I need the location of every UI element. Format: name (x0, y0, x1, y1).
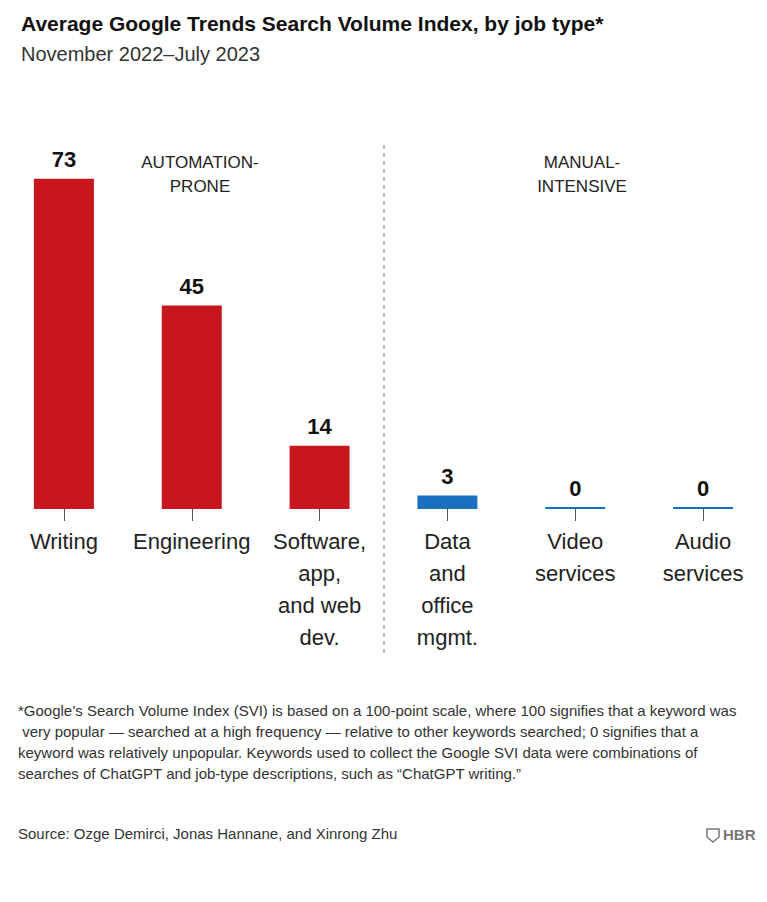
svg-text:office: office (421, 593, 473, 618)
svg-text:73: 73 (52, 147, 76, 172)
svg-text:app,: app, (298, 561, 341, 586)
svg-text:Writing: Writing (30, 529, 98, 554)
svg-text:Engineering: Engineering (133, 529, 250, 554)
svg-text:*Google’s Search Volume Index: *Google’s Search Volume Index (SVI) is b… (18, 702, 736, 719)
svg-text:Software,: Software, (273, 529, 366, 554)
svg-text:keyword was relatively unpopul: keyword was relatively unpopular. Keywor… (18, 744, 702, 761)
svg-text:and web: and web (278, 593, 361, 618)
svg-text:HBR: HBR (723, 826, 756, 843)
svg-text:November 2022–July 2023: November 2022–July 2023 (21, 43, 260, 65)
svg-text:Video: Video (547, 529, 603, 554)
svg-text:mgmt.: mgmt. (417, 625, 478, 650)
svg-text:14: 14 (307, 414, 332, 439)
svg-text:Source: Ozge Demirci, Jonas Ha: Source: Ozge Demirci, Jonas Hannane, and… (18, 825, 397, 842)
svg-text:0: 0 (697, 476, 709, 501)
svg-text:Data: Data (424, 529, 471, 554)
svg-text:3: 3 (441, 464, 453, 489)
svg-text:0: 0 (569, 476, 581, 501)
svg-text:INTENSIVE: INTENSIVE (537, 177, 627, 196)
svg-text:Average Google Trends Search V: Average Google Trends Search Volume Inde… (21, 12, 604, 35)
svg-text:45: 45 (180, 274, 204, 299)
svg-text:dev.: dev. (300, 625, 340, 650)
svg-text:AUTOMATION-: AUTOMATION- (141, 153, 258, 172)
svg-text:very popular — searched at a h: very popular — searched at a high freque… (18, 723, 703, 740)
svg-text:services: services (535, 561, 616, 586)
svg-text:Audio: Audio (675, 529, 731, 554)
svg-text:services: services (663, 561, 744, 586)
svg-text:searches of ChatGPT and job-ty: searches of ChatGPT and job-type descrip… (18, 765, 521, 782)
svg-text:and: and (429, 561, 466, 586)
svg-text:PRONE: PRONE (170, 177, 230, 196)
svg-text:MANUAL-: MANUAL- (544, 153, 621, 172)
